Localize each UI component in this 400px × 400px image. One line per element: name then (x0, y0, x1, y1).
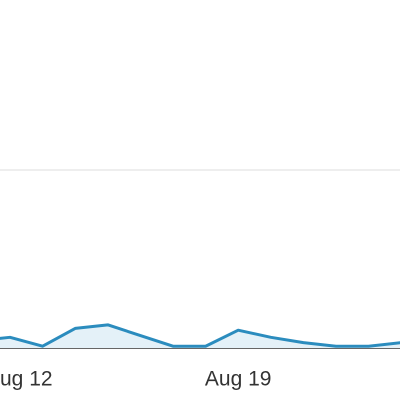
x-tick-label: ug 12 (0, 368, 53, 391)
line (0, 323, 400, 348)
x-tick-label: Aug 19 (205, 368, 272, 391)
